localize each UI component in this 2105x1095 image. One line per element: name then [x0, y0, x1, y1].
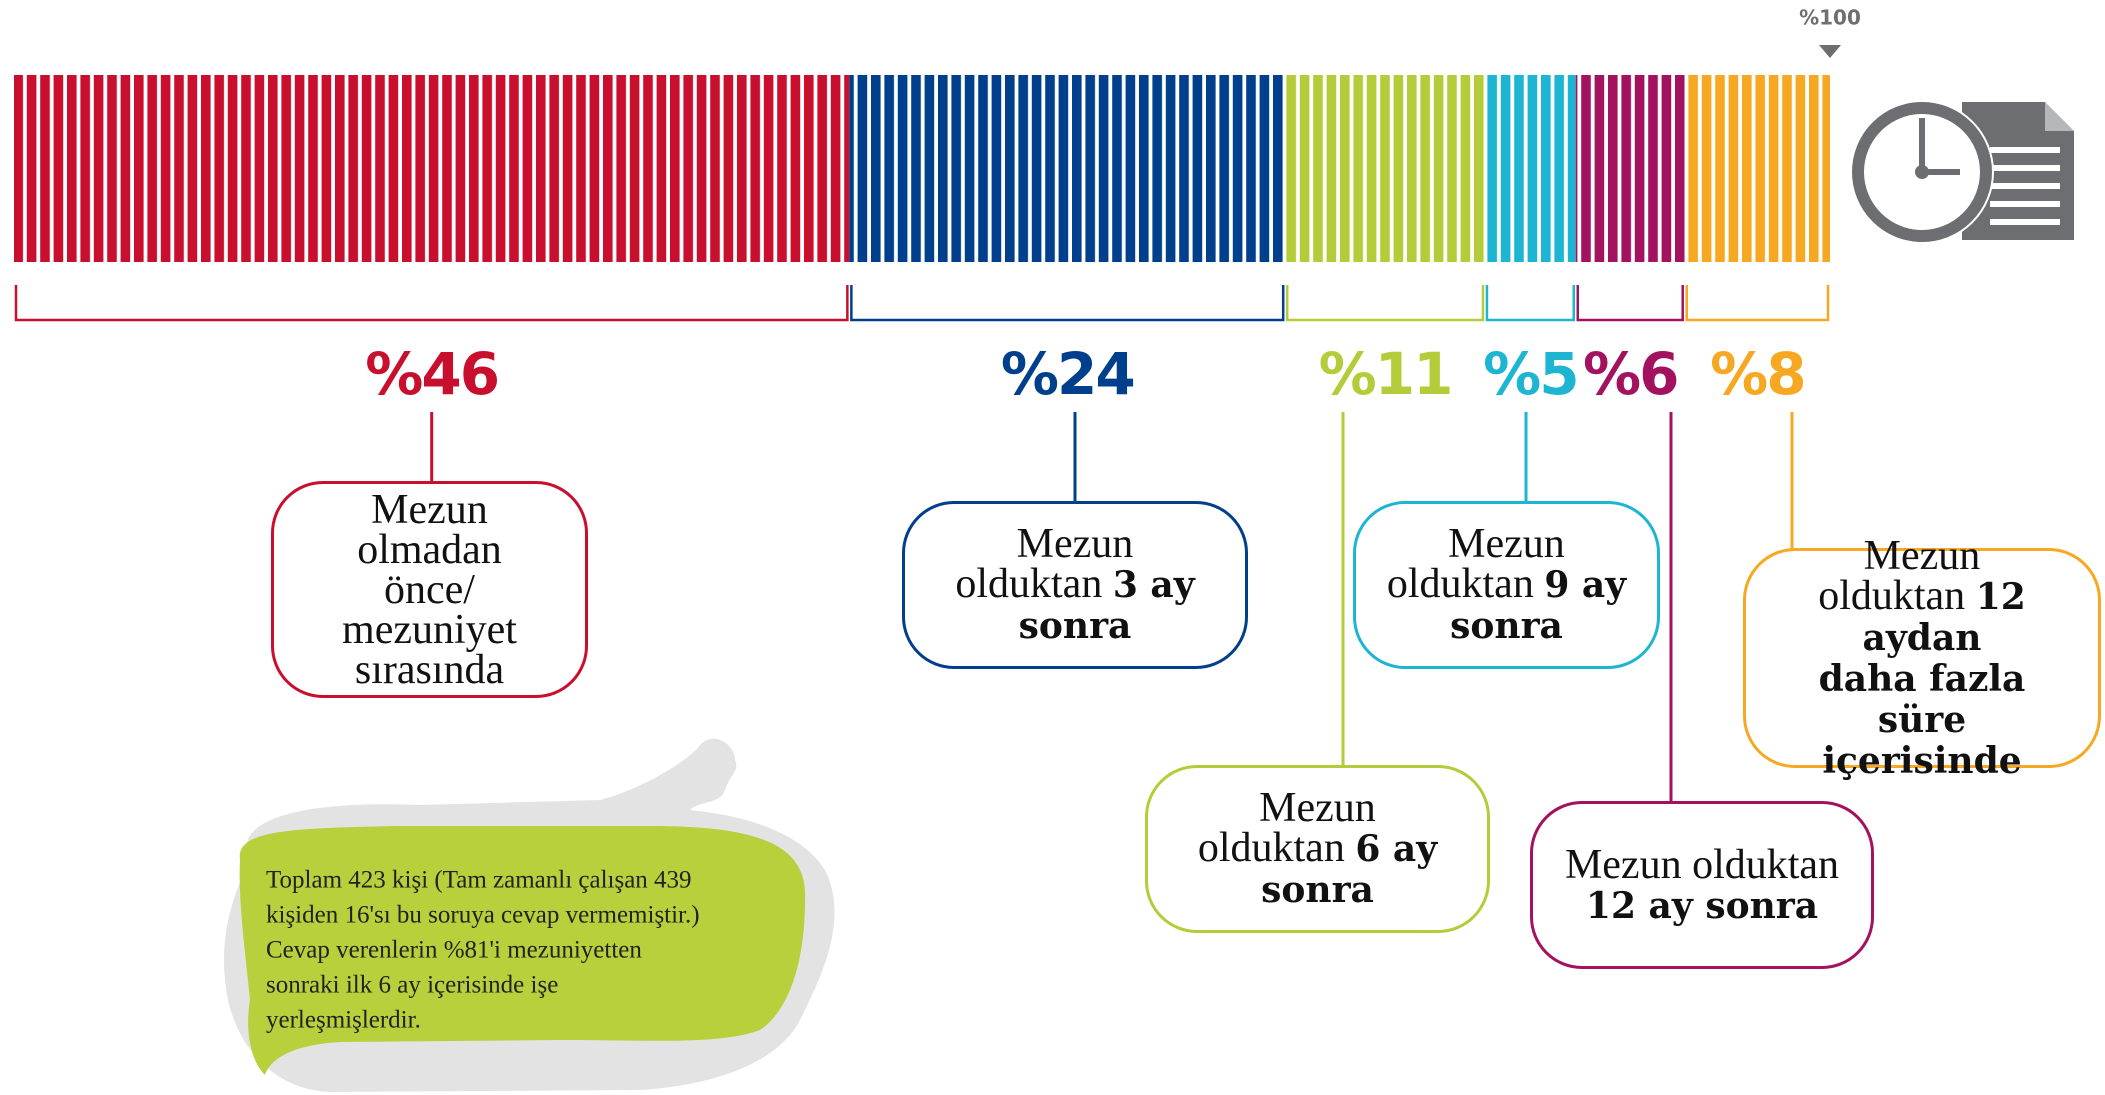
- percent-label: %46: [365, 340, 498, 408]
- caption-text: Mezun olduktan 12 aydan daha fazla süre …: [1808, 532, 2036, 782]
- note-blob: [239, 826, 806, 1075]
- percent-label: %24: [1001, 340, 1134, 408]
- caption-text: Mezun olmadan önce/ mezuniyet sırasında: [332, 486, 527, 693]
- caption-regular: Mezun olduktan: [955, 521, 1134, 607]
- caption-box: Mezun olduktan 12 aydan daha fazla süre …: [1743, 535, 2101, 781]
- caption-box: Mezun olmadan önce/ mezuniyet sırasında: [271, 481, 588, 698]
- stripe-overlay: [14, 75, 1830, 262]
- note-line: Cevap verenlerin %81'i mezuniyetten: [266, 937, 642, 964]
- caption-regular: Mezun olmadan önce/ mezuniyet sırasında: [342, 486, 517, 693]
- caption-bold: 12 aydan daha fazla süre içerisinde: [1818, 575, 2026, 782]
- percent-label: %6: [1583, 340, 1677, 408]
- caption-regular: Mezun olduktan: [1818, 532, 1981, 619]
- caption-box: Mezun olduktan 3 ay sonra: [902, 501, 1248, 669]
- caption-bold: 12 ay sonra: [1585, 884, 1819, 927]
- note-line: kişiden 16'sı bu soruya cevap vermemişti…: [266, 902, 700, 929]
- bracket: [1285, 285, 1485, 322]
- note-line: yerleşmişlerdir.: [266, 1007, 421, 1034]
- percent-label: %8: [1710, 340, 1804, 408]
- caption-text: Mezun olduktan 12 ay sonra: [1563, 841, 1841, 927]
- caption-box: Mezun olduktan 12 ay sonra: [1530, 801, 1874, 969]
- percent-label: %5: [1483, 340, 1577, 408]
- caption-box: Mezun olduktan 9 ay sonra: [1353, 501, 1660, 669]
- caption-text: Mezun olduktan 3 ay sonra: [945, 521, 1205, 647]
- bracket: [1576, 285, 1684, 322]
- caption-box: Mezun olduktan 6 ay sonra: [1145, 765, 1490, 933]
- bracket: [850, 285, 1285, 322]
- note-line: sonraki ilk 6 ay içerisinde işe: [266, 972, 558, 999]
- clock-document-icon: [1850, 100, 2074, 244]
- caption-regular: Mezun olduktan: [1386, 521, 1565, 607]
- tick-marker: [1819, 45, 1841, 58]
- bracket: [1485, 285, 1576, 322]
- caption-regular: Mezun olduktan: [1197, 785, 1376, 871]
- caption-text: Mezun olduktan 9 ay sonra: [1386, 521, 1627, 647]
- percent-label: %11: [1319, 340, 1452, 408]
- caption-text: Mezun olduktan 6 ay sonra: [1188, 785, 1447, 911]
- caption-bold: 6 ay sonra: [1261, 828, 1438, 911]
- x-tick-label: %100: [1799, 6, 1861, 30]
- bracket: [1685, 285, 1830, 322]
- bracket: [14, 285, 849, 322]
- note-line: Toplam 423 kişi (Tam zamanlı çalışan 439: [266, 867, 692, 894]
- caption-bold: 9 ay sonra: [1450, 564, 1627, 647]
- caption-bold: 3 ay sonra: [1018, 564, 1195, 647]
- caption-regular: Mezun olduktan: [1564, 841, 1840, 888]
